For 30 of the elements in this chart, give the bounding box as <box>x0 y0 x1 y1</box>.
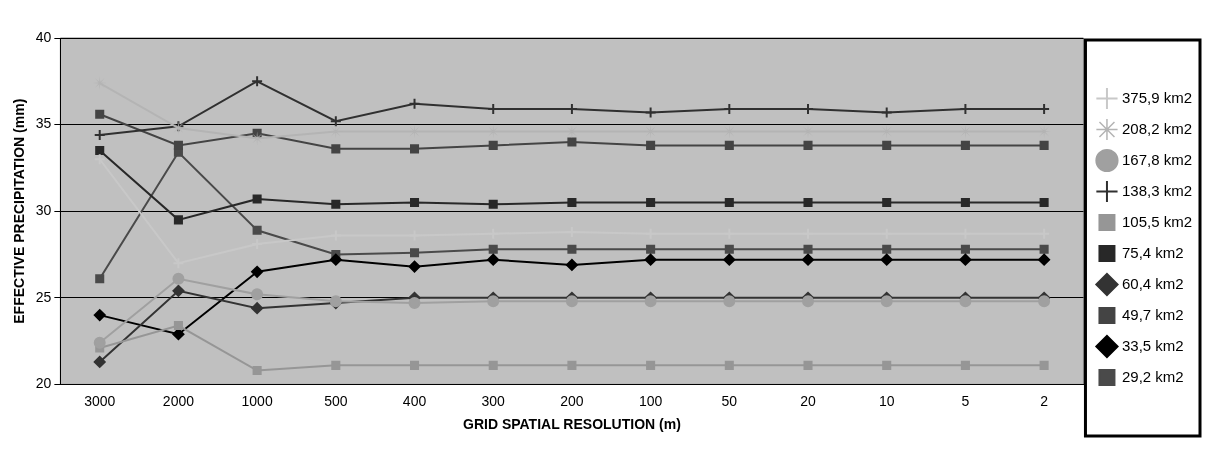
legend-label: 49,7 km2 <box>1121 305 1184 323</box>
x-tick-label: 300 <box>481 392 506 409</box>
y-tick-label: 25 <box>35 288 52 305</box>
x-tick-label: 200 <box>560 392 584 409</box>
y-tick-label: 35 <box>35 115 52 132</box>
y-tick-label: 20 <box>35 375 52 392</box>
x-tick-label: 500 <box>324 392 348 409</box>
legend-label: 208,2 km2 <box>1121 119 1193 137</box>
x-tick-label: 10 <box>878 392 895 409</box>
x-axis-title: GRID SPATIAL RESOLUTION (m) <box>463 416 681 433</box>
x-tick-label: 3000 <box>84 392 116 409</box>
x-tick-label: 50 <box>721 392 738 409</box>
x-tick-label: 2000 <box>162 392 195 409</box>
legend-label: 75,4 km2 <box>1121 243 1184 261</box>
x-tick-label: 2 <box>1040 392 1049 409</box>
legend-label: 60,4 km2 <box>1121 274 1184 292</box>
legend-label: 138,3 km2 <box>1121 181 1193 199</box>
x-tick-label: 20 <box>800 392 817 409</box>
y-axis-title: EFFECTIVE PRECIPITATION (mm) <box>11 98 28 324</box>
x-tick-label: 100 <box>638 392 663 409</box>
legend-label: 29,2 km2 <box>1121 367 1184 385</box>
legend-label: 105,5 km2 <box>1121 212 1193 230</box>
x-tick-label: 5 <box>961 392 970 409</box>
y-tick-label: 40 <box>35 28 52 45</box>
legend-label: 375,9 km2 <box>1121 88 1193 106</box>
x-tick-label: 400 <box>402 392 427 409</box>
y-tick-label: 30 <box>35 202 52 219</box>
legend-label: 33,5 km2 <box>1121 336 1184 354</box>
legend-label: 167,8 km2 <box>1121 150 1193 168</box>
x-tick-label: 1000 <box>241 392 273 409</box>
